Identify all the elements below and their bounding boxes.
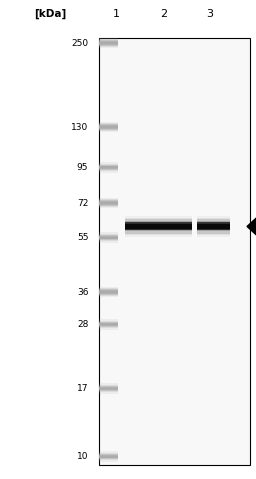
- Text: 95: 95: [77, 163, 88, 172]
- Bar: [197, 224, 230, 229]
- Text: [kDa]: [kDa]: [34, 9, 66, 19]
- Bar: [99, 39, 118, 47]
- Bar: [99, 122, 118, 132]
- Polygon shape: [247, 216, 256, 237]
- Text: 250: 250: [71, 39, 88, 47]
- Bar: [125, 224, 192, 229]
- Bar: [99, 290, 118, 294]
- Text: 28: 28: [77, 320, 88, 329]
- Bar: [99, 387, 118, 390]
- Bar: [197, 219, 230, 234]
- Text: 36: 36: [77, 287, 88, 297]
- Bar: [99, 386, 118, 391]
- Bar: [99, 322, 118, 327]
- Bar: [125, 224, 192, 228]
- Text: 10: 10: [77, 452, 88, 461]
- Bar: [99, 291, 118, 293]
- Bar: [99, 323, 118, 326]
- Bar: [99, 42, 118, 44]
- Bar: [99, 235, 118, 240]
- Bar: [197, 223, 230, 230]
- Bar: [99, 454, 118, 459]
- Bar: [99, 201, 118, 205]
- Bar: [99, 323, 118, 325]
- Bar: [99, 288, 118, 296]
- Bar: [99, 125, 118, 129]
- Bar: [99, 234, 118, 241]
- Text: 2: 2: [160, 9, 167, 19]
- Text: 1: 1: [113, 9, 120, 19]
- Bar: [99, 319, 118, 330]
- Bar: [197, 223, 230, 230]
- Bar: [99, 41, 118, 45]
- Bar: [99, 125, 118, 130]
- Text: 72: 72: [77, 198, 88, 207]
- Bar: [99, 38, 118, 48]
- Bar: [99, 383, 118, 394]
- Bar: [99, 165, 118, 170]
- Bar: [125, 223, 192, 230]
- Bar: [99, 164, 118, 171]
- Bar: [99, 198, 118, 208]
- Bar: [99, 385, 118, 392]
- Bar: [99, 126, 118, 128]
- Bar: [99, 320, 118, 328]
- Bar: [99, 38, 250, 465]
- Bar: [197, 224, 230, 228]
- Bar: [197, 218, 230, 235]
- Text: 130: 130: [71, 123, 88, 132]
- Bar: [99, 162, 118, 173]
- Text: 55: 55: [77, 233, 88, 242]
- Bar: [99, 166, 118, 169]
- Bar: [99, 456, 118, 457]
- Bar: [197, 224, 230, 228]
- Text: 17: 17: [77, 384, 88, 393]
- Bar: [99, 287, 118, 297]
- Bar: [125, 218, 192, 235]
- Bar: [125, 221, 192, 231]
- Bar: [99, 237, 118, 239]
- Bar: [99, 455, 118, 458]
- Bar: [99, 289, 118, 295]
- Bar: [125, 216, 192, 237]
- Bar: [99, 236, 118, 240]
- Bar: [99, 388, 118, 389]
- Bar: [99, 41, 118, 46]
- Bar: [99, 232, 118, 243]
- Bar: [197, 216, 230, 237]
- Bar: [99, 453, 118, 460]
- Bar: [99, 199, 118, 207]
- Bar: [99, 202, 118, 204]
- Bar: [99, 123, 118, 131]
- Text: 3: 3: [206, 9, 214, 19]
- Bar: [125, 223, 192, 230]
- Bar: [125, 219, 192, 234]
- Bar: [99, 167, 118, 169]
- Bar: [99, 200, 118, 205]
- Bar: [99, 451, 118, 462]
- Bar: [197, 221, 230, 231]
- Bar: [125, 224, 192, 228]
